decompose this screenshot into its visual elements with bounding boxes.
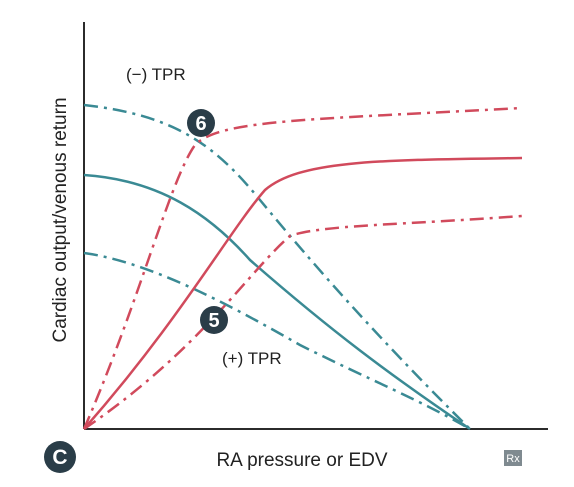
rx-logo: Rx: [504, 450, 522, 466]
panel-label-badge: C: [44, 441, 76, 473]
decreased-tpr-label: (−) TPR: [126, 65, 186, 84]
marker-5-number: 5: [208, 310, 219, 332]
cardiac-output-curve-lower: [83, 214, 523, 431]
marker-6-number: 6: [195, 113, 206, 135]
cardiac-output-curve-upper: [82, 106, 523, 430]
x-axis-label: RA pressure or EDV: [216, 450, 387, 471]
venous-return-curve-decreased-tpr: [83, 103, 471, 430]
y-axis-label: Cardiac output/venous return: [50, 97, 71, 342]
cardiac-output-curve-normal: [83, 156, 523, 430]
marker-5-badge: 5: [200, 306, 228, 334]
marker-6-badge: 6: [187, 109, 215, 137]
venous-return-curve-increased-tpr: [83, 251, 471, 431]
venous-return-curve-normal: [83, 173, 471, 431]
increased-tpr-label: (+) TPR: [222, 349, 282, 368]
panel-label-letter: C: [52, 446, 67, 469]
rx-logo-text: Rx: [506, 453, 520, 465]
